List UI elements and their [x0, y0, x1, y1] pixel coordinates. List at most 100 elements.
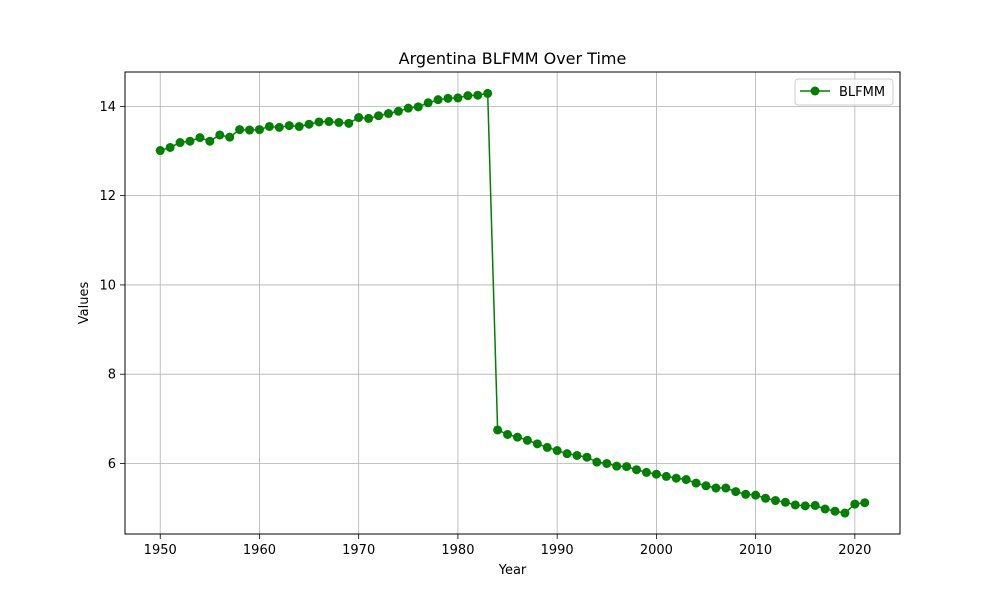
- data-point: [195, 133, 205, 143]
- data-point: [850, 499, 860, 509]
- data-point: [175, 138, 185, 148]
- data-point: [374, 111, 384, 121]
- series-layer: [155, 88, 870, 518]
- data-point: [641, 467, 651, 477]
- data-point: [344, 118, 354, 128]
- x-tick-label: 2000: [640, 543, 673, 558]
- data-point: [840, 508, 850, 518]
- data-point: [493, 425, 503, 435]
- series-line: [160, 92, 865, 514]
- data-point: [413, 102, 423, 112]
- x-tick-label: 2010: [739, 543, 772, 558]
- data-point: [552, 446, 562, 456]
- data-point: [602, 458, 612, 468]
- x-tick-label: 2020: [838, 543, 871, 558]
- data-point: [780, 497, 790, 507]
- data-point: [284, 121, 294, 131]
- data-point: [572, 450, 582, 460]
- data-point: [721, 483, 731, 493]
- data-point: [433, 95, 443, 105]
- data-point: [582, 452, 592, 462]
- data-point: [800, 501, 810, 511]
- data-point: [701, 481, 711, 491]
- y-tick-label: 8: [108, 368, 116, 383]
- x-tick-label: 1970: [342, 543, 375, 558]
- x-tick-label: 1950: [144, 543, 177, 558]
- data-point: [254, 125, 264, 135]
- grid: [125, 72, 900, 534]
- data-point: [304, 119, 314, 129]
- data-point: [235, 125, 245, 135]
- data-point: [671, 473, 681, 483]
- x-tick-label: 1990: [541, 543, 574, 558]
- data-point: [185, 136, 195, 146]
- data-point: [622, 462, 632, 472]
- data-point: [731, 487, 741, 497]
- data-point: [215, 130, 225, 140]
- data-point: [225, 132, 235, 142]
- legend: BLFMM: [794, 78, 894, 106]
- data-point: [691, 478, 701, 488]
- data-point: [770, 496, 780, 506]
- data-point: [751, 490, 761, 500]
- data-point: [592, 457, 602, 467]
- data-point: [463, 91, 473, 101]
- y-axis-label: Values: [77, 282, 92, 325]
- data-point: [453, 93, 463, 103]
- data-point: [542, 442, 552, 452]
- data-point: [632, 465, 642, 475]
- y-tick-label: 10: [99, 278, 116, 293]
- x-axis: 1950 1960 1970 1980 1990 2000 2010 2020: [144, 534, 871, 558]
- data-point: [522, 435, 532, 445]
- data-point: [830, 506, 840, 516]
- data-point: [761, 493, 771, 503]
- data-point: [612, 461, 622, 471]
- data-point: [661, 471, 671, 481]
- data-point: [423, 98, 433, 108]
- data-point: [314, 117, 324, 127]
- data-point: [383, 109, 393, 119]
- data-point: [324, 117, 334, 127]
- data-point: [245, 125, 255, 135]
- data-point: [651, 469, 661, 479]
- data-point: [741, 489, 751, 499]
- data-point: [532, 439, 542, 449]
- data-point: [364, 113, 374, 123]
- data-point: [473, 90, 483, 100]
- data-point: [294, 121, 304, 131]
- plot-frame: [124, 71, 901, 535]
- chart-title: Argentina BLFMM Over Time: [399, 49, 627, 68]
- data-point: [443, 93, 453, 103]
- data-point: [155, 146, 165, 156]
- y-axis: 6 8 10 12 14: [99, 100, 125, 472]
- data-point: [334, 117, 344, 127]
- data-point: [820, 504, 830, 514]
- data-point: [562, 449, 572, 459]
- data-point: [681, 475, 691, 485]
- y-tick-label: 12: [99, 189, 116, 204]
- data-point: [165, 142, 175, 152]
- data-point: [790, 500, 800, 510]
- legend-box: [794, 78, 894, 106]
- x-tick-label: 1960: [243, 543, 276, 558]
- data-point: [403, 103, 413, 113]
- legend-marker-sample: [810, 86, 820, 96]
- data-point: [512, 432, 522, 442]
- legend-label: BLFMM: [839, 85, 885, 100]
- data-point: [860, 498, 870, 508]
- data-point: [274, 122, 284, 132]
- data-point: [483, 88, 493, 98]
- y-tick-label: 14: [99, 100, 116, 115]
- data-point: [810, 500, 820, 510]
- y-tick-label: 6: [108, 457, 116, 472]
- data-point: [711, 483, 721, 493]
- x-tick-label: 1980: [441, 543, 474, 558]
- data-point: [354, 113, 364, 123]
- data-point: [503, 429, 513, 439]
- x-axis-label: Year: [498, 563, 527, 578]
- data-point: [393, 106, 403, 116]
- data-point: [264, 121, 274, 131]
- data-point: [205, 136, 215, 146]
